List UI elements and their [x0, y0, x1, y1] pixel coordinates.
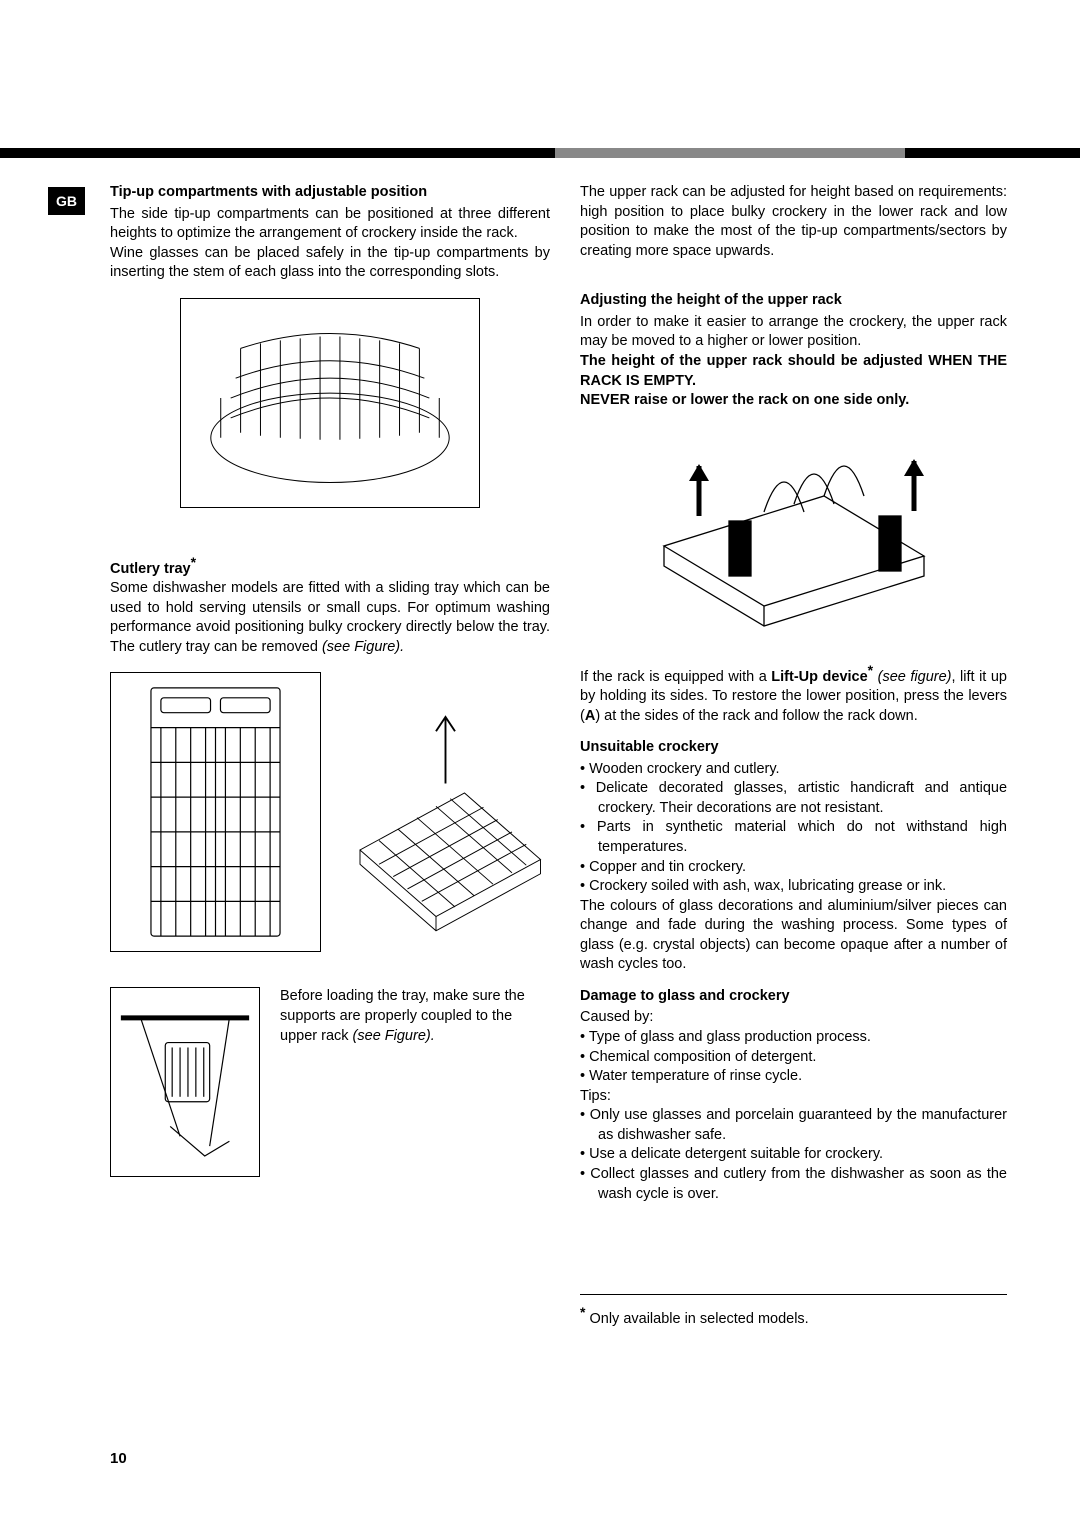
support-detail-icon [111, 987, 259, 1177]
adjusting-p2: The height of the upper rack should be a… [580, 352, 1007, 391]
list-item: Water temperature of rinse cycle. [580, 1067, 1007, 1087]
list-item: Crockery soiled with ash, wax, lubricati… [580, 877, 1007, 897]
tipup-p2: Wine glasses can be placed safely in the… [110, 244, 550, 283]
damage-tips-list: Only use glasses and porcelain guarantee… [580, 1106, 1007, 1204]
svg-text:A: A [759, 543, 771, 560]
unsuitable-title: Unsuitable crockery [580, 738, 1007, 758]
liftup-device: Lift-Up device [771, 668, 867, 684]
main-content: Tip-up compartments with adjustable posi… [110, 183, 1007, 1329]
damage-tips-label: Tips: [580, 1087, 1007, 1107]
footnote: * Only available in selected models. [580, 1303, 1007, 1329]
adjusting-title: Adjusting the height of the upper rack [580, 291, 1007, 311]
figure-cutlery-left [110, 672, 321, 952]
right-column: The upper rack can be adjusted for heigh… [580, 183, 1007, 1329]
right-intro: The upper rack can be adjusted for heigh… [580, 183, 1007, 261]
liftup-text: If the rack is equipped with a Lift-Up d… [580, 661, 1007, 727]
cutlery-body: Some dishwasher models are fitted with a… [110, 579, 550, 657]
header-bar [0, 148, 1080, 158]
tipup-p1: The side tip-up compartments can be posi… [110, 205, 550, 244]
footnote-rule [580, 1294, 1007, 1295]
figure-upper-rack: A [644, 426, 944, 646]
tray-perspective-icon [341, 672, 550, 952]
liftup-pre: If the rack is equipped with a [580, 668, 771, 684]
support-text: Before loading the tray, make sure the s… [280, 987, 550, 1177]
list-item: Use a delicate detergent suitable for cr… [580, 1145, 1007, 1165]
cutlery-star-icon: * [191, 554, 196, 570]
unsuitable-after: The colours of glass decorations and alu… [580, 897, 1007, 975]
footnote-text: Only available in selected models. [585, 1311, 808, 1327]
adjusting-p3: NEVER raise or lower the rack on one sid… [580, 391, 1007, 411]
figure-rack-main [180, 298, 480, 508]
support-figure-row: Before loading the tray, make sure the s… [110, 987, 550, 1177]
list-item: Chemical composition of detergent. [580, 1048, 1007, 1068]
list-item: Wooden crockery and cutlery. [580, 760, 1007, 780]
page-number: 10 [110, 1450, 127, 1467]
unsuitable-list: Wooden crockery and cutlery. Delicate de… [580, 760, 1007, 897]
list-item: Delicate decorated glasses, artistic han… [580, 779, 1007, 818]
rack-illustration-icon [181, 298, 479, 508]
list-item: Copper and tin crockery. [580, 858, 1007, 878]
cutlery-see-figure: (see Figure). [322, 639, 404, 655]
damage-causes-list: Type of glass and glass production proce… [580, 1028, 1007, 1087]
list-item: Type of glass and glass production proce… [580, 1028, 1007, 1048]
list-item: Collect glasses and cutlery from the dis… [580, 1165, 1007, 1204]
left-column: Tip-up compartments with adjustable posi… [110, 183, 550, 1329]
tipup-title: Tip-up compartments with adjustable posi… [110, 183, 550, 203]
language-badge: GB [48, 187, 85, 215]
tray-top-icon [111, 673, 320, 951]
liftup-see-figure: (see figure) [873, 668, 951, 684]
cutlery-title-text: Cutlery tray [110, 561, 191, 577]
list-item: Only use glasses and porcelain guarantee… [580, 1106, 1007, 1145]
cutlery-title: Cutlery tray* [110, 553, 550, 579]
upper-rack-icon: A [644, 426, 944, 646]
damage-title: Damage to glass and crockery [580, 987, 1007, 1007]
liftup-post2: ) at the sides of the rack and follow th… [595, 708, 917, 724]
list-item: Parts in synthetic material which do not… [580, 818, 1007, 857]
before-loading-see-figure: (see Figure). [353, 1028, 435, 1044]
adjusting-p1: In order to make it easier to arrange th… [580, 313, 1007, 352]
cutlery-figures-row [110, 672, 550, 952]
figure-support [110, 987, 260, 1177]
damage-caused-by: Caused by: [580, 1008, 1007, 1028]
figure-cutlery-right [341, 672, 550, 952]
liftup-a: A [585, 708, 595, 724]
